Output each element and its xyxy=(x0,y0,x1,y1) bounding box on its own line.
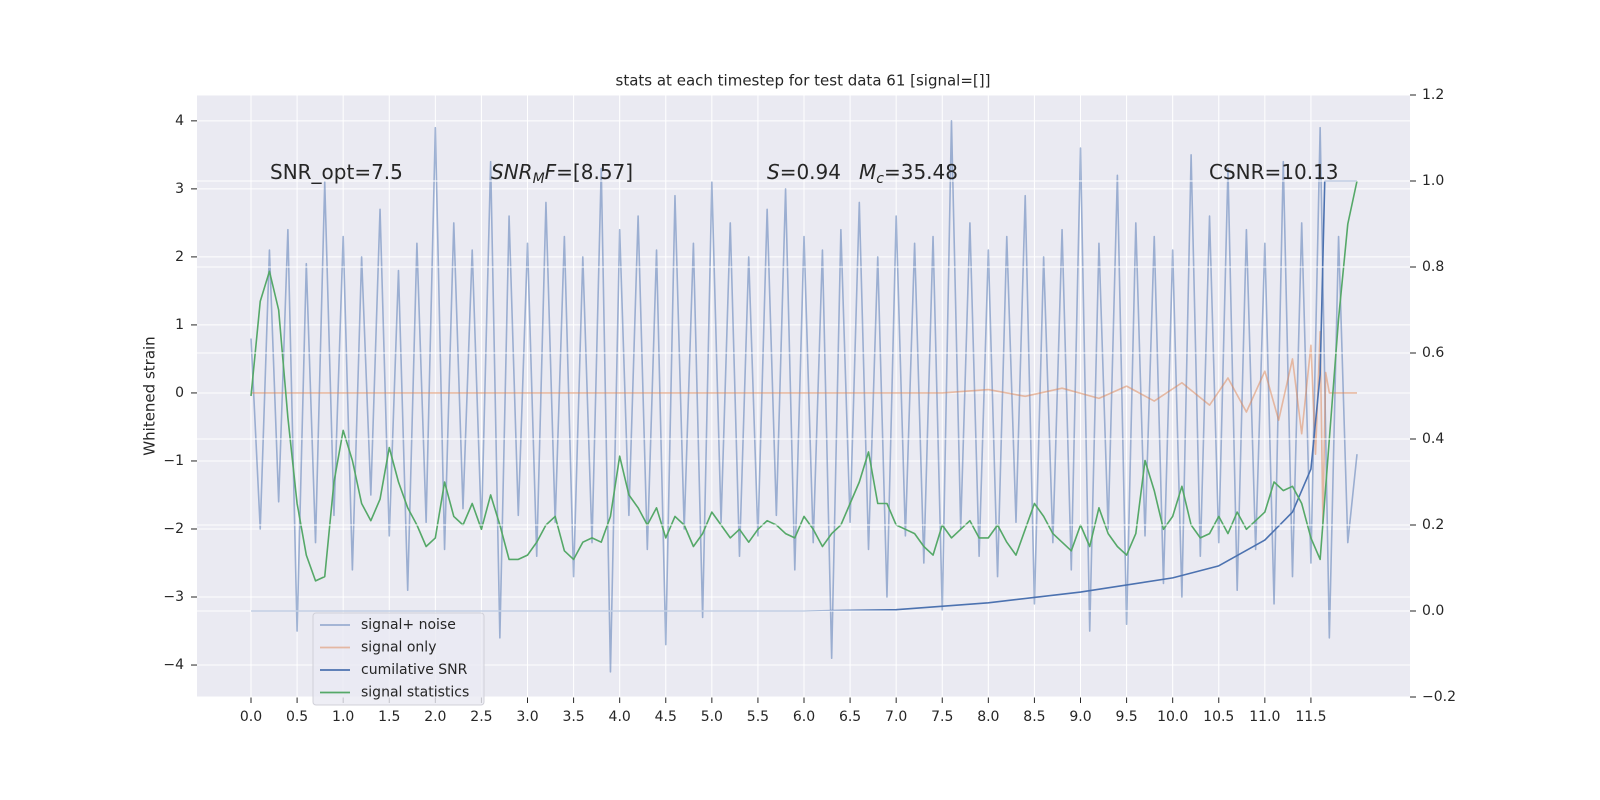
x-tick-label: 2.0 xyxy=(424,709,446,725)
x-tick-label: 8.0 xyxy=(977,709,999,725)
x-tick-label: 3.5 xyxy=(562,709,584,725)
y2-tick-label: 0.0 xyxy=(1422,603,1444,619)
y-tick-label: 0 xyxy=(175,385,184,401)
x-tick-label: 6.0 xyxy=(793,709,815,725)
legend-label: signal only xyxy=(361,640,436,656)
annotation-part: M xyxy=(859,160,876,184)
x-tick-label: 4.5 xyxy=(655,709,677,725)
y-tick-label: 2 xyxy=(175,249,184,265)
x-tick-label: 8.5 xyxy=(1023,709,1045,725)
y-axis-label: Whitened strain xyxy=(141,336,159,455)
y2-tick-label: 0.8 xyxy=(1422,259,1444,275)
annotation-part: =0.94 xyxy=(780,160,841,184)
series-line xyxy=(250,120,1358,673)
x-tick-label: 0.0 xyxy=(240,709,262,725)
x-tick-label: 9.5 xyxy=(1115,709,1137,725)
annotation: S=0.94 xyxy=(767,160,841,184)
x-tick-label: 1.5 xyxy=(378,709,400,725)
series-line xyxy=(250,180,1358,582)
annotation-part: CSNR=10.13 xyxy=(1209,160,1339,184)
annotation-part: SNR xyxy=(491,160,533,184)
y-tick-label: −2 xyxy=(163,521,184,537)
legend-label: cumilative SNR xyxy=(361,662,468,678)
series-line xyxy=(251,330,1357,523)
x-tick-label: 10.0 xyxy=(1157,709,1188,725)
y2-tick-label: 0.4 xyxy=(1422,431,1444,447)
y-tick-label: −1 xyxy=(163,453,184,469)
y-tick-label: 4 xyxy=(175,113,184,129)
annotation-part: c xyxy=(876,171,884,187)
x-tick-label: 10.5 xyxy=(1203,709,1234,725)
x-tick-label: 11.5 xyxy=(1295,709,1326,725)
x-tick-label: 7.5 xyxy=(931,709,953,725)
legend-box xyxy=(312,612,485,706)
x-tick-label: 9.0 xyxy=(1069,709,1091,725)
y-tick-label: 3 xyxy=(175,181,184,197)
x-tick-label: 7.0 xyxy=(885,709,907,725)
legend-label: signal statistics xyxy=(361,685,469,701)
y2-tick-label: 1.2 xyxy=(1422,87,1444,103)
y2-tick-label: 0.2 xyxy=(1422,517,1444,533)
y2-tick-label: 0.6 xyxy=(1422,345,1444,361)
x-tick-label: 5.5 xyxy=(747,709,769,725)
legend-label: signal+ noise xyxy=(361,617,456,633)
chart-title: stats at each timestep for test data 61 … xyxy=(616,72,991,90)
x-tick-label: 5.0 xyxy=(701,709,723,725)
annotation-part: SNR_opt=7.5 xyxy=(270,160,403,184)
x-tick-label: 2.5 xyxy=(470,709,492,725)
annotation: SNRMF=[8.57] xyxy=(491,160,633,188)
x-tick-label: 1.0 xyxy=(332,709,354,725)
y2-tick-label: −0.2 xyxy=(1422,689,1456,705)
annotation: CSNR=10.13 xyxy=(1209,160,1339,184)
y2-tick-label: 1.0 xyxy=(1422,173,1444,189)
annotation: SNR_opt=7.5 xyxy=(270,160,403,184)
annotation-part: S xyxy=(767,160,780,184)
annotation-part: F xyxy=(545,160,557,184)
x-tick-label: 3.0 xyxy=(516,709,538,725)
annotation-part: =[8.57] xyxy=(556,160,633,184)
y-tick-label: −4 xyxy=(163,657,184,673)
annotation-part: M xyxy=(533,171,545,187)
x-tick-label: 11.0 xyxy=(1249,709,1280,725)
y-tick-label: 1 xyxy=(175,317,184,333)
x-tick-label: 4.0 xyxy=(609,709,631,725)
y-tick-label: −3 xyxy=(163,589,184,605)
x-tick-label: 0.5 xyxy=(286,709,308,725)
annotation-part: =35.48 xyxy=(884,160,958,184)
x-tick-label: 6.5 xyxy=(839,709,861,725)
annotation: Mc=35.48 xyxy=(859,160,958,188)
series-line xyxy=(251,180,1357,612)
